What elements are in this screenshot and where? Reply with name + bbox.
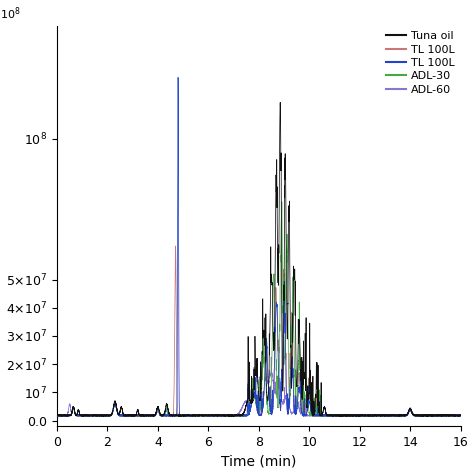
- Tuna oil: [441, 413, 447, 419]
- TL 100L: [413, 412, 419, 418]
- ADL-60: [375, 412, 381, 418]
- ADL-30: [385, 413, 391, 419]
- TL 100L: [441, 413, 447, 419]
- ADL-60: [441, 412, 447, 418]
- TL 100L: [175, 74, 181, 80]
- ADL-30: [413, 413, 419, 419]
- TL 100L: [385, 413, 391, 419]
- Tuna oil: [458, 413, 464, 419]
- TL 100L: [94, 412, 100, 418]
- ADL-60: [54, 413, 60, 419]
- ADL-30: [156, 409, 162, 414]
- TL 100L: [54, 412, 60, 418]
- TL 100L: [413, 413, 419, 419]
- ADL-60: [385, 413, 391, 419]
- TL 100L: [385, 413, 391, 419]
- Tuna oil: [375, 413, 381, 419]
- ADL-30: [54, 413, 60, 419]
- ADL-60: [156, 410, 162, 415]
- Tuna oil: [413, 413, 419, 419]
- TL 100L: [156, 408, 162, 414]
- Tuna oil: [446, 414, 451, 419]
- ADL-60: [458, 413, 464, 419]
- Tuna oil: [156, 407, 162, 412]
- Tuna oil: [277, 100, 283, 105]
- Tuna oil: [54, 412, 60, 418]
- TL 100L: [156, 408, 162, 413]
- TL 100L: [441, 413, 447, 419]
- TL 100L: [458, 413, 464, 419]
- ADL-60: [56, 414, 62, 419]
- Line: TL 100L: TL 100L: [57, 246, 461, 417]
- Tuna oil: [385, 413, 391, 419]
- ADL-30: [94, 413, 100, 419]
- TL 100L: [375, 413, 381, 419]
- Text: 10$^8$: 10$^8$: [0, 5, 21, 22]
- Line: Tuna oil: Tuna oil: [57, 102, 461, 417]
- Line: ADL-60: ADL-60: [57, 355, 461, 417]
- ADL-30: [375, 413, 381, 419]
- Tuna oil: [94, 412, 100, 418]
- ADL-30: [279, 199, 285, 204]
- TL 100L: [220, 414, 226, 419]
- X-axis label: Time (min): Time (min): [221, 455, 296, 468]
- TL 100L: [94, 412, 100, 418]
- TL 100L: [458, 412, 464, 418]
- ADL-60: [413, 413, 419, 419]
- ADL-30: [458, 412, 464, 418]
- Legend: Tuna oil, TL 100L, TL 100L, ADL-30, ADL-60: Tuna oil, TL 100L, TL 100L, ADL-30, ADL-…: [386, 31, 455, 95]
- ADL-60: [94, 413, 100, 419]
- TL 100L: [173, 243, 178, 249]
- ADL-60: [259, 352, 265, 357]
- TL 100L: [54, 413, 60, 419]
- ADL-30: [130, 414, 136, 419]
- Line: ADL-30: ADL-30: [57, 201, 461, 417]
- TL 100L: [371, 414, 376, 419]
- ADL-30: [441, 413, 447, 419]
- Line: TL 100L: TL 100L: [57, 77, 461, 417]
- TL 100L: [375, 412, 381, 418]
